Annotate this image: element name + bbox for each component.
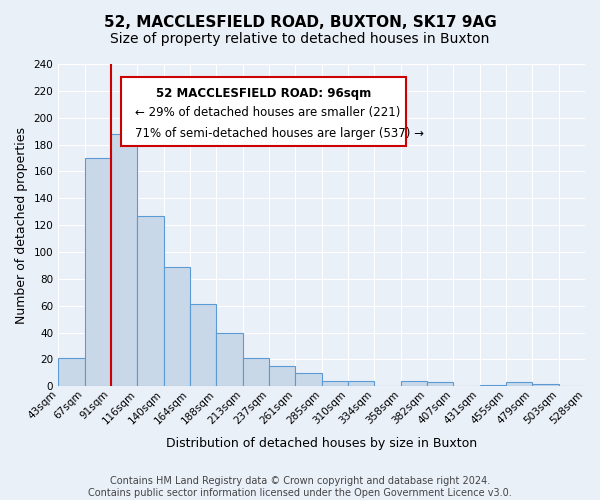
Bar [479, 385, 506, 386]
Text: ← 29% of detached houses are smaller (221): ← 29% of detached houses are smaller (22… [134, 106, 400, 119]
Bar [295, 373, 322, 386]
Y-axis label: Number of detached properties: Number of detached properties [15, 126, 28, 324]
Text: Contains HM Land Registry data © Crown copyright and database right 2024.
Contai: Contains HM Land Registry data © Crown c… [88, 476, 512, 498]
Bar [85, 158, 111, 386]
Bar [111, 134, 137, 386]
Bar [348, 381, 374, 386]
Bar [137, 216, 164, 386]
Bar [322, 381, 348, 386]
FancyBboxPatch shape [121, 77, 406, 146]
Bar [242, 358, 269, 386]
Bar [58, 358, 85, 386]
Bar [164, 267, 190, 386]
X-axis label: Distribution of detached houses by size in Buxton: Distribution of detached houses by size … [166, 437, 477, 450]
Text: 52 MACCLESFIELD ROAD: 96sqm: 52 MACCLESFIELD ROAD: 96sqm [156, 86, 371, 100]
Bar [190, 304, 216, 386]
Bar [506, 382, 532, 386]
Bar [532, 384, 559, 386]
Bar [216, 332, 242, 386]
Text: Size of property relative to detached houses in Buxton: Size of property relative to detached ho… [110, 32, 490, 46]
Bar [269, 366, 295, 386]
Text: 52, MACCLESFIELD ROAD, BUXTON, SK17 9AG: 52, MACCLESFIELD ROAD, BUXTON, SK17 9AG [104, 15, 496, 30]
Text: 71% of semi-detached houses are larger (537) →: 71% of semi-detached houses are larger (… [134, 127, 424, 140]
Bar [401, 381, 427, 386]
Bar [427, 382, 453, 386]
